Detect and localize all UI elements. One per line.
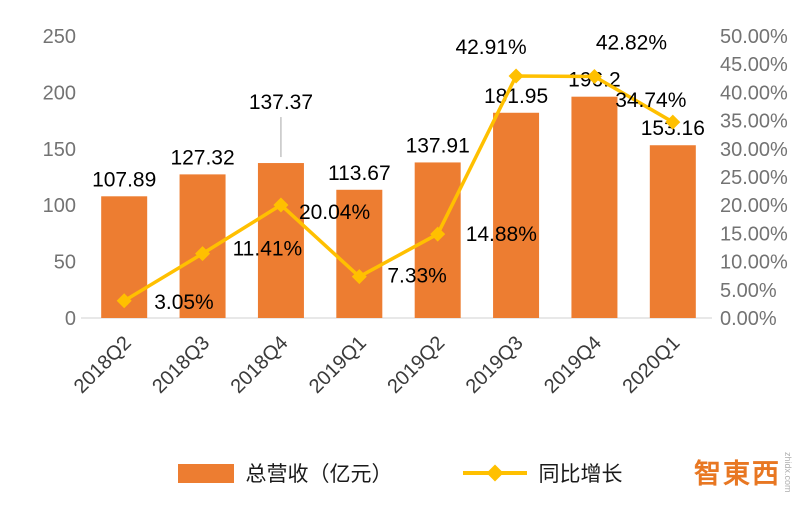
bar-value-label: 137.91 xyxy=(406,134,470,157)
right-axis-tick-label: 5.00% xyxy=(720,280,777,302)
legend-label-growth: 同比增长 xyxy=(538,463,623,486)
growth-value-label: 14.88% xyxy=(466,223,537,246)
bar-value-label: 181.95 xyxy=(484,85,548,108)
x-axis-label: 2020Q1 xyxy=(618,332,684,398)
chart-legend: 总营收（亿元） 同比增长 xyxy=(0,458,800,488)
right-axis-tick-label: 10.00% xyxy=(720,252,788,274)
x-axis-label: 2018Q4 xyxy=(227,332,293,398)
growth-point-marker xyxy=(508,68,524,84)
bar-swatch-icon xyxy=(177,463,234,483)
line-swatch-icon xyxy=(462,464,527,482)
bar-2018Q4 xyxy=(257,163,304,318)
growth-point-marker xyxy=(116,293,132,309)
growth-point-marker xyxy=(665,114,681,130)
bar-2020Q1 xyxy=(649,145,696,318)
bar-2019Q1 xyxy=(336,189,383,318)
left-axis-tick-label: 50 xyxy=(54,252,76,274)
bar-value-label: 127.32 xyxy=(170,146,234,169)
x-axis-label: 2019Q1 xyxy=(305,332,371,398)
right-axis-tick-label: 20.00% xyxy=(720,195,788,217)
watermark-logo: 智東西 zhidx.com xyxy=(694,452,793,493)
growth-line xyxy=(123,74,674,303)
growth-value-label: 42.91% xyxy=(455,36,526,59)
x-axis-label: 2018Q3 xyxy=(148,332,214,398)
left-axis-tick-label: 250 xyxy=(43,26,76,48)
bar-value-label: 137.37 xyxy=(249,91,313,114)
bar-2019Q3 xyxy=(493,112,540,318)
right-axis-tick-label: 40.00% xyxy=(720,82,788,104)
left-axis-tick-label: 100 xyxy=(43,195,76,217)
growth-value-label: 20.04% xyxy=(299,201,370,224)
watermark-subtext: zhidx.com xyxy=(783,452,793,493)
growth-point-marker xyxy=(273,197,289,213)
legend-item-growth: 同比增长 xyxy=(462,458,623,488)
x-axis-label: 2019Q4 xyxy=(540,332,606,398)
combo-chart: 0 50 100 150 200 250 0.00% 5.00% 10.00% 15.00% 20.… xyxy=(43,26,788,398)
bar-value-label: 107.89 xyxy=(92,168,156,191)
right-axis-tick-label: 50.00% xyxy=(720,26,788,48)
right-axis-tick-label: 0.00% xyxy=(720,308,777,330)
growth-point-marker xyxy=(195,246,211,262)
left-axis-tick-label: 0 xyxy=(65,308,76,330)
bar-2019Q4 xyxy=(571,96,618,318)
right-axis-tick-label: 15.00% xyxy=(720,223,788,245)
growth-point-marker xyxy=(586,68,602,84)
growth-value-label: 42.82% xyxy=(596,31,667,54)
right-axis-tick-label: 35.00% xyxy=(720,111,788,133)
growth-point-marker xyxy=(351,269,367,285)
growth-point-marker xyxy=(430,226,446,242)
x-axis-label: 2019Q2 xyxy=(383,332,449,398)
growth-value-label: 34.74% xyxy=(615,89,686,112)
x-axis-label: 2018Q2 xyxy=(70,332,136,398)
right-axis-tick-label: 45.00% xyxy=(720,54,788,76)
legend-item-revenue: 总营收（亿元） xyxy=(177,458,393,488)
left-axis-tick-label: 150 xyxy=(43,139,76,161)
growth-value-label: 7.33% xyxy=(387,265,447,288)
right-axis-tick-label: 25.00% xyxy=(720,167,788,189)
diamond-marker-icon xyxy=(486,464,503,482)
bar-value-label: 113.67 xyxy=(328,162,391,185)
watermark-text: 智東西 xyxy=(694,459,781,489)
right-axis-tick-label: 30.00% xyxy=(720,139,788,161)
left-axis-tick-label: 200 xyxy=(43,82,76,104)
x-axis-label: 2019Q3 xyxy=(462,332,528,398)
growth-value-label: 11.41% xyxy=(233,238,303,261)
growth-value-label: 3.05% xyxy=(154,291,214,314)
legend-label-revenue: 总营收（亿元） xyxy=(245,463,393,486)
